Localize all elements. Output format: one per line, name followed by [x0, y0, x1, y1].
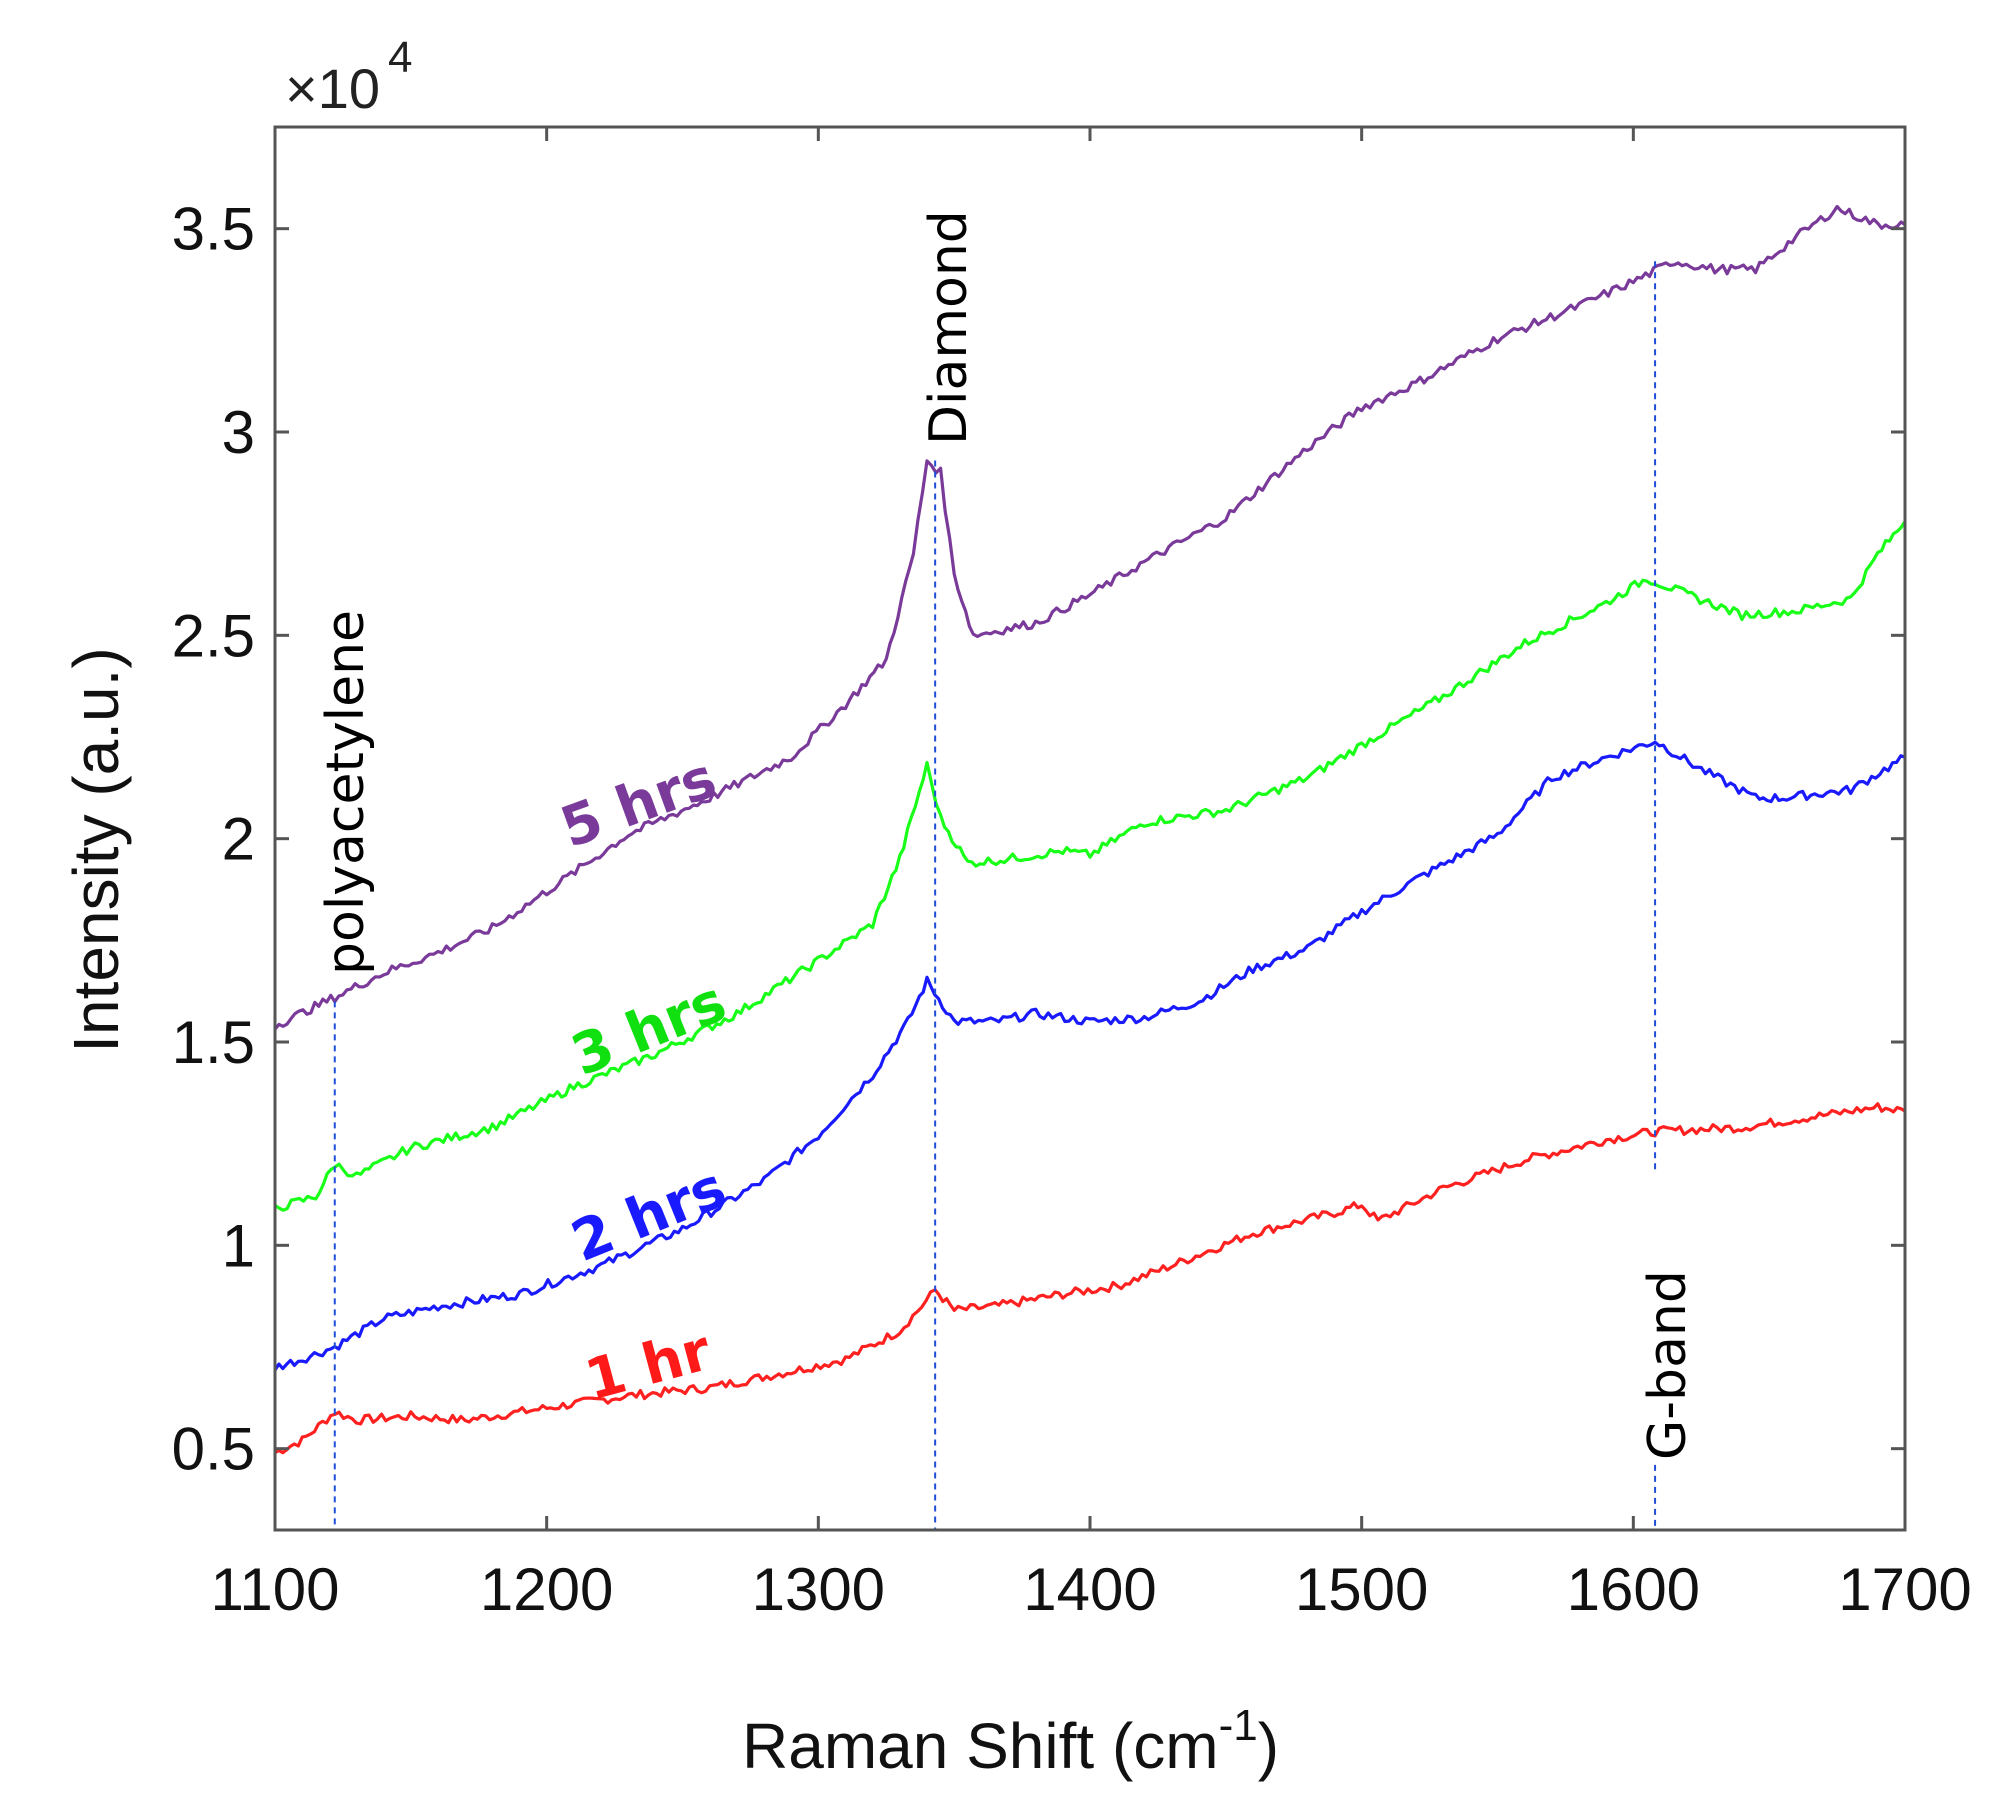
- series-label-2hrs: 2 hrs: [563, 1155, 735, 1275]
- series-line-2: [273, 740, 1906, 1371]
- x-tick-label: 1200: [480, 1556, 613, 1623]
- series-line-3: [274, 520, 1907, 1212]
- annotation-g-band: G-band: [1638, 1270, 1698, 1460]
- annotation-diamond: Diamond: [919, 210, 979, 445]
- x-axis-title-main: Raman Shift (cm: [742, 1710, 1219, 1782]
- axis-ticks: 1100 1200 1300 1400 1500 1600 1700 0.5 1 1.5 2 2.5 3…: [172, 127, 1972, 1623]
- series-line-4: [273, 204, 1906, 1031]
- marker-lines: [333, 261, 1657, 1530]
- y-tick-label: 2: [222, 806, 255, 873]
- x-tick-label: 1300: [752, 1556, 885, 1623]
- y-multiplier-exponent: 4: [388, 33, 412, 82]
- annotation-polyacetylene: polyacetylene: [316, 610, 376, 975]
- x-tick-label: 1600: [1567, 1556, 1700, 1623]
- y-axis-title: Intensity (a.u.): [60, 647, 132, 1053]
- series-label-5hrs: 5 hrs: [553, 746, 725, 862]
- series-layer: [273, 204, 1907, 1455]
- y-tick-label: 1.5: [172, 1009, 255, 1076]
- series-line-1: [274, 1102, 1906, 1455]
- y-tick-label: 0.5: [172, 1416, 255, 1483]
- x-tick-label: 1500: [1295, 1556, 1428, 1623]
- y-multiplier: ×10: [285, 57, 380, 120]
- x-axis-title-sup: -1: [1219, 1701, 1258, 1750]
- x-tick-label: 1700: [1838, 1556, 1971, 1623]
- y-tick-label: 1: [222, 1212, 255, 1279]
- x-axis-title: Raman Shift (cm-1): [742, 1701, 1279, 1782]
- series-label-1hr: 1 hr: [579, 1318, 718, 1413]
- x-tick-label: 1100: [210, 1556, 339, 1623]
- series-label-3hrs: 3 hrs: [563, 969, 735, 1089]
- y-tick-label: 2.5: [172, 602, 255, 669]
- x-tick-label: 1400: [1023, 1556, 1156, 1623]
- x-axis-title-close: ): [1258, 1710, 1279, 1782]
- y-tick-label: 3.5: [172, 196, 255, 263]
- y-tick-label: 3: [222, 399, 255, 466]
